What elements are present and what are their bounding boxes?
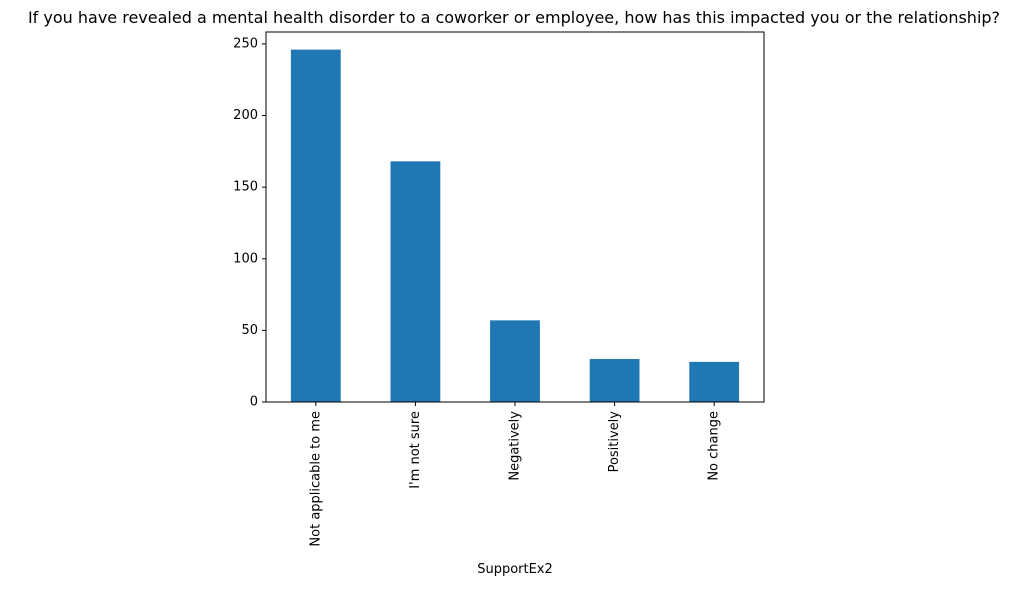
bar [290, 49, 341, 402]
chart-title: If you have revealed a mental health dis… [28, 8, 1000, 27]
bar [589, 359, 640, 402]
bar [390, 161, 441, 402]
y-tick-label: 50 [241, 323, 258, 338]
bar [689, 361, 740, 402]
x-tick-label: I'm not sure [408, 411, 423, 489]
x-axis: Not applicable to me I'm not sure Negative… [308, 402, 722, 547]
y-tick-label: 200 [233, 108, 258, 123]
y-tick-label: 150 [233, 180, 258, 195]
y-tick-label: 0 [250, 395, 258, 410]
x-tick-label: Positively [607, 411, 622, 473]
x-axis-label: SupportEx2 [477, 562, 553, 577]
bars [290, 49, 740, 402]
x-tick-label: No change [707, 411, 722, 481]
x-tick-label: Not applicable to me [308, 411, 323, 547]
y-axis: 0 50 100 150 200 250 [233, 36, 266, 410]
plot-frame [265, 31, 765, 403]
bar [490, 320, 540, 402]
x-tick-label: Negatively [508, 411, 523, 481]
y-tick-label: 100 [233, 251, 258, 266]
y-tick-label: 250 [233, 36, 258, 51]
